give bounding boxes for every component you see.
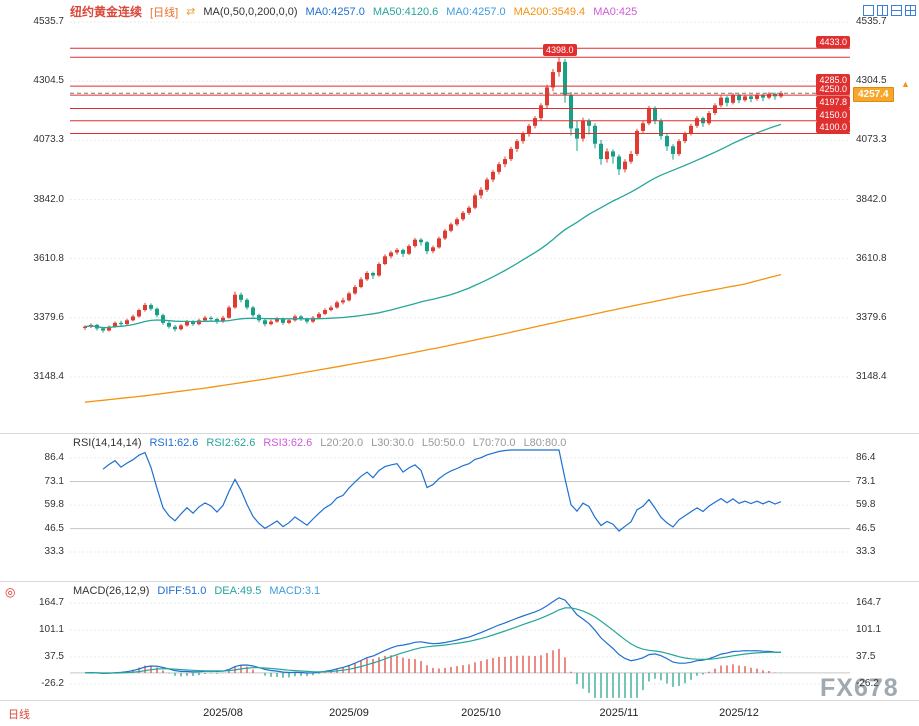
macd-y-label-left: 164.7 (38, 597, 64, 608)
main-y-label-right: 4304.5 (856, 75, 887, 87)
axis-separator (0, 700, 919, 701)
legend-item: RSI3:62.6 (263, 437, 313, 449)
price-up-arrow-icon: ▲ (901, 79, 910, 90)
main-y-label-right: 3610.8 (856, 252, 887, 264)
x-axis-month-label: 2025/08 (203, 707, 243, 719)
main-y-label-left: 4073.3 (33, 134, 64, 146)
rsi-y-label-left: 86.4 (44, 452, 64, 463)
macd-y-label-left: -26.2 (41, 678, 64, 689)
indicator-settings-icon[interactable]: ◎ (5, 585, 16, 599)
x-axis-month-label: 2025/11 (599, 707, 639, 719)
pane-layout-quad-icon[interactable] (905, 3, 916, 16)
symbol-title[interactable]: 纽约黄金连续 (70, 5, 143, 19)
macd-header: MACD(26,12,9) DIFF:51.0 DEA:49.5 MACD:3.1 (73, 585, 320, 597)
rsi-y-label-left: 46.5 (44, 522, 64, 534)
level-label: 4150.0 (816, 108, 850, 121)
level-label: 4433.0 (816, 36, 850, 49)
legend-item: MACD:3.1 (269, 585, 321, 597)
level-label: 4100.0 (816, 121, 850, 134)
main-y-label-left: 4535.7 (33, 16, 64, 27)
rsi-y-label-left: 73.1 (44, 475, 64, 487)
rsi-header: RSI(14,14,14) RSI1:62.6 RSI2:62.6 RSI3:62.6… (73, 437, 566, 449)
panel-separator (0, 433, 919, 434)
switch-symbol-icon[interactable]: ⇄ (186, 6, 196, 18)
rsi-y-label-left: 33.3 (44, 546, 64, 557)
macd-y-label-right: 164.7 (856, 597, 882, 608)
rsi-y-label-left: 59.8 (44, 499, 64, 511)
legend-item: DEA:49.5 (214, 585, 262, 597)
main-y-label-right: 4535.7 (856, 16, 887, 27)
period-tab[interactable]: 日线 (8, 709, 30, 721)
rsi-y-label-right: 59.8 (856, 499, 876, 511)
macd-y-label-left: 101.1 (38, 623, 64, 635)
legend-item: DIFF:51.0 (157, 585, 207, 597)
pane-layout-single-icon[interactable] (863, 3, 874, 16)
x-axis-month-label: 2025/10 (461, 707, 501, 719)
level-label: 4250.0 (816, 83, 850, 96)
macd-y-label-right: 37.5 (856, 650, 876, 662)
legend-item: MA0:4257.0 (446, 5, 506, 18)
ma-legend: MA(0,50,0,200,0,0) MA0:4257.0 MA50:4120.6 M… (203, 6, 637, 18)
level-label: 4197.8 (816, 96, 850, 109)
rsi-y-label-right: 33.3 (856, 546, 876, 557)
main-y-label-right: 3842.0 (856, 193, 887, 205)
main-chart-header: 纽约黄金连续 [日线] ⇄ MA(0,50,0,200,0,0) MA0:4257… (70, 3, 637, 20)
legend-item: MA0:4257.0 (305, 5, 365, 18)
rsi-y-label-right: 86.4 (856, 452, 876, 463)
legend-item: MA(0,50,0,200,0,0) (203, 5, 298, 18)
main-y-label-right: 3148.4 (856, 371, 887, 382)
main-y-label-left: 3842.0 (33, 193, 64, 205)
legend-item: L80:80.0 (523, 437, 567, 449)
legend-item: RSI1:62.6 (149, 437, 199, 449)
legend-item: L70:70.0 (472, 437, 516, 449)
macd-y-label-right: 101.1 (856, 623, 882, 635)
legend-item: L30:30.0 (371, 437, 414, 449)
main-y-label-left: 4304.5 (33, 75, 64, 87)
legend-item: MA0:425 (593, 5, 638, 18)
legend-item: MA50:4120.6 (372, 5, 439, 18)
main-y-label-right: 3379.6 (856, 311, 887, 323)
x-axis-month-label: 2025/12 (719, 707, 759, 719)
watermark: FX678 (820, 674, 899, 702)
macd-y-label-left: 37.5 (44, 650, 64, 662)
x-axis-month-label: 2025/09 (329, 707, 369, 719)
main-y-label-left: 3379.6 (33, 311, 64, 323)
rsi-y-label-right: 73.1 (856, 475, 876, 487)
legend-item: MACD(26,12,9) (73, 585, 150, 597)
pane-layout-vsplit-icon[interactable] (877, 3, 888, 16)
legend-item: L50:50.0 (421, 437, 465, 449)
pane-layout-toolbar (863, 3, 916, 16)
main-y-label-left: 3148.4 (33, 371, 64, 382)
legend-item: RSI(14,14,14) (73, 437, 142, 449)
main-y-label-right: 4073.3 (856, 134, 887, 146)
period-badge[interactable]: [日线] (150, 6, 179, 19)
panel-separator (0, 581, 919, 582)
legend-item: L20:20.0 (320, 437, 364, 449)
last-price-tag: 4257.4 (853, 87, 894, 103)
pane-layout-hsplit-icon[interactable] (891, 3, 902, 16)
rsi-y-label-right: 46.5 (856, 522, 876, 534)
main-y-label-left: 3610.8 (33, 252, 64, 264)
macd-y-label-right: -26.2 (856, 678, 879, 689)
legend-item: RSI2:62.6 (206, 437, 256, 449)
legend-item: MA200:3549.4 (513, 5, 586, 18)
level-label: 4398.0 (543, 44, 577, 57)
